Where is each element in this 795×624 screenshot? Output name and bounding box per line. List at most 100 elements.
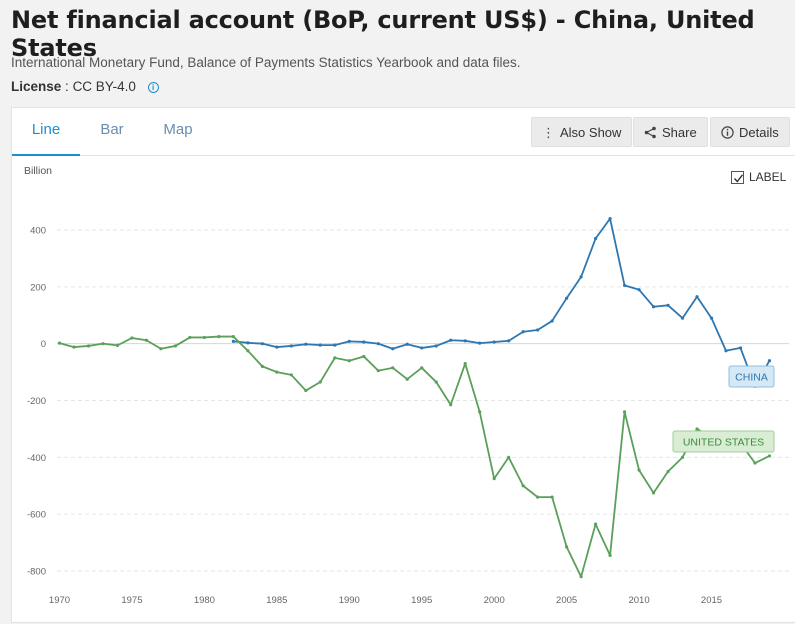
data-point [622, 410, 627, 414]
data-point [202, 335, 206, 340]
data-point [550, 495, 554, 499]
data-point [405, 342, 409, 346]
data-point [565, 296, 569, 300]
data-point [362, 354, 366, 359]
x-tick-label: 1975 [121, 595, 142, 606]
data-point [463, 361, 467, 366]
data-point [608, 553, 612, 557]
data-point [724, 349, 728, 353]
details-button[interactable]: Details [710, 117, 790, 147]
page-title: Net financial account (BoP, current US$)… [11, 6, 755, 62]
data-point [753, 461, 757, 465]
x-tick-label: 1985 [266, 595, 287, 606]
data-point [289, 373, 293, 377]
data-point [565, 545, 569, 549]
series-label: UNITED STATES [683, 437, 764, 449]
data-point [260, 364, 264, 368]
data-point [376, 342, 380, 346]
tab-bar[interactable]: Bar [100, 121, 124, 138]
license-separator: : [65, 79, 73, 94]
data-point [420, 346, 424, 350]
data-point [101, 342, 105, 346]
data-point [420, 366, 424, 370]
data-point [492, 340, 496, 344]
share-label: Share [662, 125, 697, 140]
data-point [57, 341, 62, 345]
data-point [695, 427, 699, 431]
data-point [318, 343, 322, 347]
data-point [347, 339, 351, 343]
data-point [507, 455, 511, 459]
label-checkbox[interactable] [731, 171, 744, 184]
data-point [521, 484, 525, 488]
x-tick-label: 1995 [411, 595, 432, 606]
x-tick-label: 2015 [701, 595, 722, 606]
data-point [593, 236, 598, 241]
data-point [449, 338, 453, 342]
chart-tabs: Line Bar Map ⋮ Also Show Share Det [12, 108, 795, 156]
data-point [72, 345, 76, 349]
x-tick-label: 2010 [628, 595, 649, 606]
data-point [304, 342, 308, 346]
share-button[interactable]: Share [633, 117, 708, 147]
data-point [767, 454, 772, 458]
data-point [86, 344, 91, 348]
data-point [115, 343, 120, 347]
data-point [695, 295, 699, 299]
info-icon[interactable]: i [147, 82, 159, 93]
data-point [680, 455, 685, 459]
data-point [362, 340, 366, 344]
x-tick-label: 1980 [194, 595, 215, 606]
data-point [651, 491, 656, 495]
x-tick-label: 2000 [484, 595, 505, 606]
also-show-label: Also Show [560, 125, 622, 140]
series-label-box [672, 430, 775, 453]
data-point [246, 341, 250, 345]
data-point [536, 328, 540, 332]
license-label: License [11, 79, 62, 94]
x-tick-label: 1990 [339, 595, 360, 606]
data-point [536, 495, 540, 499]
data-point [651, 305, 656, 309]
y-tick-label: 400 [30, 226, 46, 237]
y-tick-label: -600 [27, 510, 46, 521]
data-point [608, 217, 612, 221]
label-toggle-text: LABEL [749, 170, 787, 184]
data-point [507, 339, 511, 343]
data-point [246, 349, 250, 353]
data-point [391, 366, 395, 370]
data-point [173, 344, 178, 348]
data-point [260, 342, 264, 346]
data-point [521, 330, 525, 334]
data-point [579, 575, 583, 579]
data-point [434, 380, 438, 384]
license-line: License : CC BY-4.0 i [11, 79, 159, 94]
y-tick-label: 200 [30, 282, 46, 293]
data-point [478, 341, 482, 345]
data-point [159, 347, 163, 351]
series-line [59, 335, 770, 578]
share-icon [644, 118, 657, 150]
license-value: CC BY-4.0 [72, 79, 136, 94]
series-line [233, 217, 771, 388]
data-point [666, 303, 670, 307]
data-point [738, 346, 743, 350]
chart-panel: Line Bar Map ⋮ Also Show Share Det [11, 107, 795, 623]
data-point [144, 338, 149, 342]
data-point [550, 319, 554, 323]
series-label: CHINA [735, 372, 768, 384]
y-tick-label: -800 [27, 567, 46, 578]
y-tick-label: 0 [41, 339, 46, 350]
tab-map[interactable]: Map [163, 121, 193, 138]
data-point [391, 347, 395, 351]
data-point [593, 522, 598, 526]
data-source: International Monetary Fund, Balance of … [11, 55, 521, 70]
data-point [622, 283, 627, 288]
data-point [318, 380, 322, 384]
tab-line[interactable]: Line [12, 108, 80, 156]
data-point [492, 477, 496, 481]
data-point [333, 356, 337, 360]
also-show-button[interactable]: ⋮ Also Show [531, 117, 633, 147]
data-point [463, 339, 467, 343]
